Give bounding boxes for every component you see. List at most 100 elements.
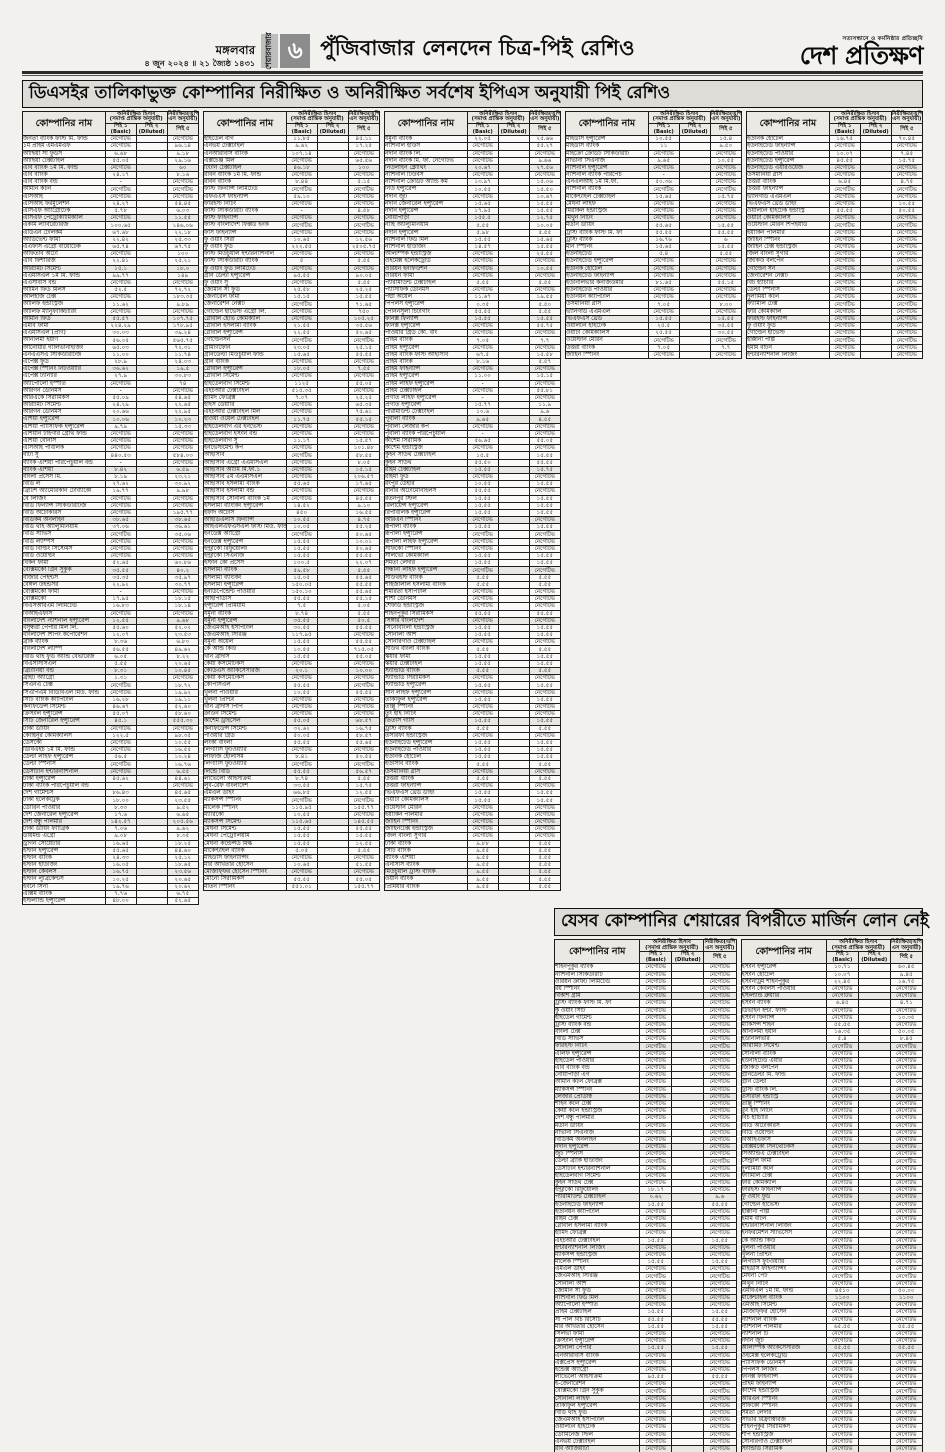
table-row[interactable]: ওয়েস্টার্ন মেরিন নেগেটিভ নেগেটিভ (384, 803, 562, 812)
table-row[interactable]: ওয়ালটন হাইটেক নেগেটিভ নেগেটিভ (553, 1423, 737, 1432)
table-row[interactable]: উত্তরা ফাইন্যান্স নেগেটিভ নেগেটিভ (384, 782, 562, 791)
table-row[interactable]: টিটান টেক্সটাইল ৪৬.১৮ ১০০ (203, 163, 381, 173)
table-row[interactable]: ইস্টার্ন ফিন্যান্স নেগেটিভ ১০.৩৫ (740, 1013, 924, 1022)
table-row[interactable]: এবি ব্যাংক ২৪.১৭ ৮.১৬ (22, 171, 200, 180)
table-row[interactable]: মেঘনা লাইফ নেগেটিভ নেগেটিভ (565, 199, 743, 209)
table-row[interactable]: তুং হাই নিটিং নেগেটিভ নেগেটিভ (740, 1107, 924, 1116)
table-row[interactable]: ফার্স্ট বাংলাদেশ ফিক্সড ইনক নেগেটিভ নেগেটি… (203, 221, 381, 230)
table-row[interactable]: ইয়াকিন পলিমার নেগেটিভ নেগেটিভ (746, 228, 924, 237)
table-row[interactable]: ঢাকা ডায়িং ফ্যাব্রিক ৭.০৬ ৯.৬২ (22, 825, 200, 834)
table-row[interactable]: সাফকো স্পিনিং নেগেটিভ নেগেটিভ (740, 1401, 924, 1411)
table-row[interactable]: সমতা লেদার ১৫.৫৫ ১৫.৫৫ (384, 559, 562, 568)
table-row[interactable]: মেঘনা পেট নেগেটিভ নেগেটিভ (740, 1272, 924, 1281)
table-row[interactable]: এনএলআই ১ম মি.ফা. ৫০.৩৬ নেগেটিভ (565, 178, 743, 187)
table-row[interactable]: আরামিট সিমেন্ট ১৫.১ ১৮.০ (22, 264, 200, 273)
table-row[interactable]: গোল্ডেন সন নেগেটিভ নেগেটিভ (746, 264, 924, 273)
table-row[interactable]: তাকাফুল ইন্স্যুরেন্স নেগেটিভ নেগেটিভ (553, 1401, 737, 1411)
table-row[interactable]: ফার কেমিক্যাল নেগেটিভ নেগেটিভ (740, 1178, 924, 1188)
table-row[interactable]: প্রাইম ইন্স্যুরেন্স ১১.০০ ১৫.১৫ (384, 372, 562, 381)
table-row[interactable]: এমএল ডাইং নেগেটিভ নেগেটিভ (553, 1265, 737, 1274)
table-row[interactable]: ১ম প্রাইম এমএমএফ নেগেটিভ ৯৬.১৪ (22, 142, 200, 151)
table-row[interactable]: জাহিন স্পিনিং নেগেটিভ নেগেটিভ (384, 817, 562, 827)
table-row[interactable]: ম্যাকসন্স স্পিনিং নেগেটিভ নেগেটিভ (553, 1085, 737, 1094)
table-row[interactable]: ন্যাশনাল ক্রেডিট অ্যান্ড কম ১৩.৯৭ ১৫.০৬ (384, 178, 562, 187)
table-row[interactable]: হাইডেল গার্মেন্ট নেগেটিভ নেগেটিভ (553, 1013, 737, 1022)
table-row[interactable]: ডেল্টা ব্র্যাক হাউজিং নেগেটিভ নেগেটিভ (553, 1157, 737, 1166)
table-row[interactable]: মিউচুয়াল ট্রাস্ট ব্যাংক ৯.৫৫ ৫.৫৫ (384, 868, 562, 877)
table-row[interactable]: ফারইস্ট ফাইন্যান্স নেগেটিভ নেগেটিভ (740, 1186, 924, 1195)
table-row[interactable]: কেডিএস অ্যাকসেসরিজ ২০.১ ১০.০০ (203, 667, 381, 676)
table-row[interactable]: নর্দার্ন ব্যাংক লি. নেগেটিভ নেগেটিভ (384, 149, 562, 158)
table-row[interactable]: ওয়ান ব্যাংক ৯.৫৫ ৫.৫৫ (384, 875, 562, 884)
table-row[interactable]: বিডি বিল্ডিং সিস্টেমস নেগেটিভ নেগেটিভ (22, 544, 200, 554)
table-row[interactable]: ম্যাকসন্স শাইন ৫৫.৫৫ নেগেটিভ (740, 1020, 924, 1030)
table-row[interactable]: রিপাবলিক ইন্স্যুরেন্স ১৫.৫৫ ১৫.৫৫ (384, 508, 562, 518)
table-row[interactable]: প্রিমিয়ার ব্যাংক ৯.৫৫ ৫.৫৫ (384, 882, 562, 891)
table-row[interactable]: বিকন ফার্মা ৫২.৬৫ ৬০.৮৬ (22, 559, 200, 568)
table-row[interactable]: এসিএফ পেট্রোক্যামিক্যাল নেগেটিভ ১১.৫৫ (22, 214, 200, 223)
table-row[interactable]: মীর আখতার হোসেন ১০.৬৫ ৫১.৫৫ (203, 861, 381, 870)
table-row[interactable]: আইসিবি ইসলামী ব্যাংক ৫৫.৬৫ ১৭.৬৫ (203, 480, 381, 489)
table-row[interactable]: গ্লোবাল ইসলামী ব্যাংক ২১.৫৫ ৩৫.৫৬ (203, 322, 381, 331)
table-row[interactable]: এসিএফ অ্যাগ্রোটেক ৫.৭৮ ৬.০৩ (22, 207, 200, 216)
table-row[interactable]: ভ্যানগার্ড এএমএল নেগেটিভ নেগেটিভ (565, 307, 743, 316)
table-row[interactable]: ট্রাস্ট ব্যাংক ৫.৫৫ ৫.৫৫ (384, 724, 562, 733)
table-row[interactable]: ন্যাশনাল হাউস নেগেটিভ ৫৫.২৭ (384, 142, 562, 151)
table-row[interactable]: স্ট্যান্ডার্ড সিরামিকস নেগেটিভ নেগেটিভ (384, 674, 562, 683)
table-row[interactable]: এসিআই নেগেটিভ নেগেটিভ (22, 192, 200, 201)
table-row[interactable]: ঢাকা ইলেকট্রিক ১৮.০০ ২৩.৫৫ (22, 796, 200, 805)
table-row[interactable]: এনভয় টেক্সটাইল ৯.৬২ ১৭.২৫ (203, 142, 381, 151)
table-row[interactable]: আইএলএফএসএল ফার্স্ট মিউ. ফান্ড ১০.০৫ ৫৫.২৫ (203, 523, 381, 532)
table-row[interactable]: কনফিডেন্স সিমেন্ট ৪৬.৬৭ ৫২.৬০ (22, 702, 200, 712)
table-row[interactable]: খান ব্রাদার্স ১৫.৫৫ ৫৫.০৫ (203, 652, 381, 661)
table-row[interactable]: স্কয়ার ফার্মা ১৫.৫৫ ১৫.৫৫ (384, 652, 562, 661)
table-row[interactable]: ইউনাইটেড ইন্স্যুরেন্স নেগেটিভ নেগেটিভ (565, 257, 743, 266)
table-row[interactable]: বেক্সিমকো ফার্মা - নেগেটিভ (22, 587, 200, 597)
table-row[interactable]: ইসলামী ব্যাংকিং ইন্স্যুরেন্স ১৪.৫২ ৯.১০ (203, 501, 381, 510)
table-row[interactable]: মাইডাস ইন্স্যুরেন্স ১০.৫৫ ১৫.৪ (565, 135, 743, 144)
table-row[interactable]: উসমানিয়া গ্লাস নেগেটিভ নেগেটিভ (746, 171, 924, 180)
table-row[interactable]: ইউনাইটেড এয়ার নেগেটিভ নেগেটিভ (740, 1056, 924, 1066)
table-row[interactable]: এএমসিএল (প্রাণ) ৩০.০৩ ৩৯.২৪ (22, 329, 200, 338)
table-row[interactable]: ইমাম বাটন নেগেটিভ নেগেটিভ (746, 343, 924, 352)
table-row[interactable]: ব্রাইট অ্যাগ্রো ১.৩১ নেগেটিভ (22, 674, 200, 683)
table-row[interactable]: তিতাস গ্যাস ১৫.৫৫ ১৫.৫৫ (384, 717, 562, 726)
table-row[interactable]: লাভেলো আইসক্রিম ৮.৭৪ ৫.৫৫ (203, 774, 381, 784)
table-row[interactable]: সমতা লেদার নেগেটিভ নেগেটিভ (740, 1408, 924, 1418)
table-row[interactable]: লংকা বাংলা ৫৫.৫৫ ৫৫.৬৫ (203, 738, 381, 748)
table-row[interactable]: ট্রাস্ট ব্যাংক ফার্স্ট মি. ফা নেগেটিভ নেগে… (553, 999, 737, 1008)
table-row[interactable]: ফাস ফাইন্যান্স নেগেটিভ নেগেটিভ (203, 228, 381, 237)
table-row[interactable]: সিটি ব্যাংক ক্যাপিটাল ১৬.২৮ ১৯.১১ (22, 695, 200, 704)
table-row[interactable]: গ্রামীণফোন ২৩.০৫ ২৫.১৫ (203, 343, 381, 352)
table-row[interactable]: এইচআর টেক্সটাইল মিল নেগেটিভ ৭৫.৬১ (203, 408, 381, 417)
table-row[interactable]: হামিদ ফেব্রিক্স নেগেটিভ নেগেটিভ (553, 1229, 737, 1238)
table-row[interactable]: রহিমা ফুড নেগেটিভ নেগেটিভ (384, 472, 562, 482)
table-row[interactable]: ইনডেক্স ইন্স্যুরেন্স ১৫.৫৫ ১০.০১ (203, 537, 381, 546)
table-row[interactable]: প্রাইম টেক্সটাইল ১৫.৫৫ ১৫.৫৫ (553, 1308, 737, 1317)
table-row[interactable]: ইস্টার্ন কেবলস পাওয়ার নেগেটিভ নেগেটিভ (740, 984, 924, 994)
table-row[interactable]: বিডি অটোকারস নেগেটিভ নেগেটিভ (740, 1121, 924, 1130)
table-row[interactable]: আনোয়ার গ্যালভানাইজিং ৬৫.০৩ ৭২.৩১ (22, 343, 200, 352)
table-row[interactable]: প্রাইম ফাইন্যান্স নেগেটিভ নেগেটিভ (384, 365, 562, 374)
table-row[interactable]: গোল্ডেন হার্ভেস্ট নেগেটিভ নেগেটিভ (740, 1200, 924, 1209)
table-row[interactable]: ওরিয়ন ইনফিউশন নেগেটিভ ১০.৫৫ (384, 264, 562, 273)
table-row[interactable]: বিডি ওয়েল্ডিং নেগেটিভ নেগেটিভ (740, 1128, 924, 1137)
table-row[interactable]: মার্কেন্টাইল ব্যাংক ১১০০ ১১০০ (740, 1293, 924, 1303)
table-row[interactable]: বেঙ্গল উইন্ডসর ২২.৯২ ৩০.৭৭ (22, 580, 200, 589)
table-row[interactable]: এক্সচেঞ্জ মিল নেগেটিভ ৬৫.৫৬ (203, 156, 381, 165)
table-row[interactable]: তাল্লু স্পিনিং নেগেটিভ নেগেটিভ (740, 1099, 924, 1109)
table-row[interactable]: সান লাইফ ইন্স্যুরেন্স নেগেটিভ নেগেটিভ (384, 688, 562, 697)
table-row[interactable]: এইচআর টেক্সটাইল ৫১৫.৩৫ নেগেটিভ (203, 386, 381, 395)
table-row[interactable]: ডেসকো নেগেটিভ ১০.৫৫ (22, 738, 200, 748)
table-row[interactable]: লাফার্জ হোলসিম ৮.৪১ ৫০.৫৫ (203, 753, 381, 762)
table-row[interactable]: এনএএসএ সিকিউরিটিজ ১১.০০ ১১.৭৪ (22, 350, 200, 359)
table-row[interactable]: ইন্ট্রাকো রিফুয়েলিং ১৫.৫৫ ৫০.৬৫ (203, 544, 381, 554)
table-row[interactable]: এমবিএল ১ম মি. ফান্ড ৪৫১০ ৫০.০০ (740, 1286, 924, 1296)
table-row[interactable]: প্যাসিফিক ডেনিমস নেগেটিভ নেগেটিভ (740, 1358, 924, 1367)
table-row[interactable]: ফার্স্ট সিকিউরিটি ব্যাংক ৫ ৫.৫৫ (203, 257, 381, 266)
table-row[interactable]: ইউনাইটেড এয়ারওয়েজ নেগেটিভ নেগেটিভ (746, 163, 924, 173)
table-row[interactable]: এপেক্স স্পিনিং নিটওয়্যার ৩৬.৬২ ১৯.৫ (22, 365, 200, 374)
table-row[interactable]: মিথুন নিটিং নেগেটিভ নেগেটিভ (565, 214, 743, 223)
table-row[interactable]: নর্দার্ন জুট নেগেটিভ নেগেটিভ (740, 1337, 924, 1346)
table-row[interactable]: বার্জার পেইন্টস ৩৫.৩৫ ৩৫.৯৭ (22, 573, 200, 582)
